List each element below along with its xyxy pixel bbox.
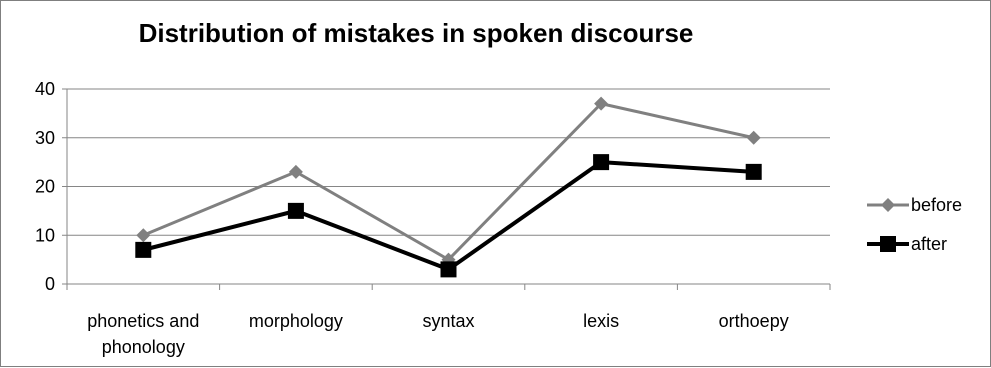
legend-label: before bbox=[911, 195, 962, 215]
y-tick-label: 10 bbox=[35, 225, 55, 245]
x-tick-label: orthoepy bbox=[719, 311, 789, 331]
legend-entry-before: before bbox=[867, 195, 962, 215]
data-point-before bbox=[594, 96, 609, 111]
series-before bbox=[136, 96, 761, 267]
y-tick-label: 40 bbox=[35, 79, 55, 99]
legend-marker bbox=[881, 198, 895, 212]
x-tick-label: syntax bbox=[422, 311, 474, 331]
y-tick-label: 20 bbox=[35, 177, 55, 197]
y-axis-ticks: 0 10 20 30 40 bbox=[35, 79, 67, 294]
x-tick-label: morphology bbox=[249, 311, 343, 331]
data-point-after bbox=[440, 261, 457, 278]
y-tick-label: 0 bbox=[45, 274, 55, 294]
series-line-before bbox=[142, 102, 755, 262]
chart-title: Distribution of mistakes in spoken disco… bbox=[139, 18, 694, 48]
legend: before after bbox=[867, 195, 962, 254]
legend-marker bbox=[880, 236, 896, 252]
series-after bbox=[135, 154, 762, 278]
y-tick-label: 30 bbox=[35, 128, 55, 148]
x-tick-label: lexis bbox=[583, 311, 619, 331]
gridlines bbox=[67, 88, 830, 236]
data-point-after bbox=[135, 241, 152, 258]
data-point-before bbox=[746, 130, 761, 145]
data-point-after bbox=[287, 202, 304, 219]
x-axis-ticks: phonetics and phonology morphology syntax le… bbox=[66, 284, 831, 357]
series-layer bbox=[135, 96, 762, 278]
data-point-after bbox=[593, 154, 610, 171]
data-point-after bbox=[745, 163, 762, 180]
legend-entry-after: after bbox=[867, 234, 947, 254]
data-point-before bbox=[288, 164, 303, 179]
x-tick-label: phonetics and phonology bbox=[87, 311, 199, 357]
data-point-before bbox=[136, 228, 151, 243]
legend-label: after bbox=[911, 234, 947, 254]
